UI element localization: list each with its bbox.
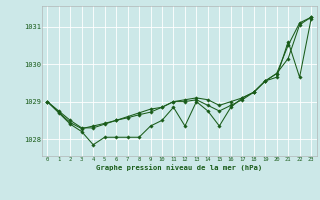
X-axis label: Graphe pression niveau de la mer (hPa): Graphe pression niveau de la mer (hPa): [96, 164, 262, 171]
